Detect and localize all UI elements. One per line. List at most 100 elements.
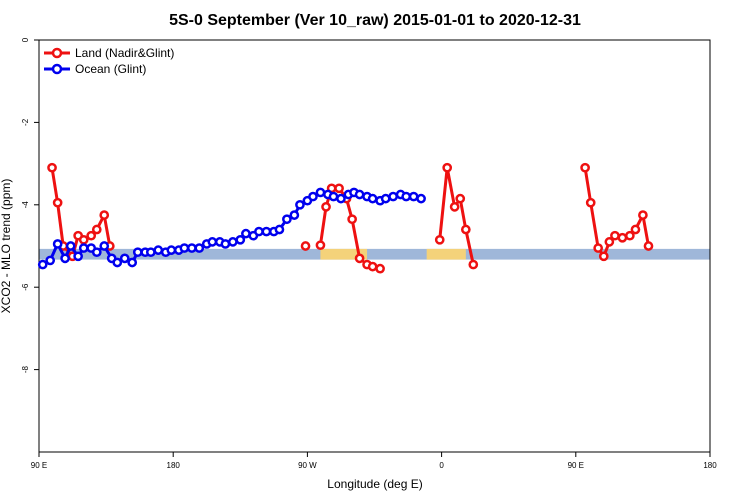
series-ocean-point: [207, 237, 218, 247]
series-ocean-point: [227, 237, 238, 247]
x-tick-label: 0: [439, 461, 444, 470]
series-ocean-point: [91, 247, 102, 258]
series-ocean-point: [153, 245, 164, 255]
series-ocean-point: [45, 255, 56, 266]
series-ocean-point: [367, 193, 378, 204]
series-land-point: [334, 183, 344, 194]
y-tick-label: 0: [21, 37, 30, 42]
legend-land-label: Land (Nadir&Glint): [75, 46, 174, 60]
chart-title: 5S-0 September (Ver 10_raw) 2015-01-01 t…: [169, 12, 581, 29]
y-tick-label: -6: [21, 283, 30, 291]
series-ocean-point: [186, 243, 197, 253]
y-tick-label: -2: [21, 118, 30, 126]
series-land-point: [593, 243, 604, 253]
series-land-point: [468, 259, 479, 270]
series-ocean-point: [289, 210, 300, 220]
series-land-point: [52, 197, 63, 208]
series-ocean-point: [60, 253, 70, 264]
x-axis-label: Longitude (deg E): [327, 477, 422, 491]
series-land-point: [315, 240, 326, 251]
legend-ocean-marker: [51, 63, 63, 75]
series-ocean-point: [401, 191, 412, 202]
series-land-point: [354, 253, 365, 264]
legend-land-marker: [51, 47, 63, 59]
series-layer: [37, 162, 654, 274]
series-land-point: [638, 210, 648, 220]
series-ocean-point: [315, 187, 326, 198]
legend: Land (Nadir&Glint) Ocean (Glint): [44, 46, 174, 76]
series-land-point: [449, 202, 460, 212]
series-land-point: [442, 162, 453, 173]
reference-band: [39, 248, 710, 260]
series-ocean-point: [261, 226, 272, 237]
series-land-point: [321, 202, 331, 212]
reference-band-fill: [39, 248, 710, 260]
series-ocean-point: [220, 239, 231, 249]
series-ocean-point: [99, 241, 110, 251]
reference-band-highlight: [426, 248, 466, 260]
series-ocean-point: [127, 257, 138, 268]
series-ocean-point: [388, 191, 398, 202]
series-land-point: [78, 234, 89, 245]
legend-item-land: Land (Nadir&Glint): [44, 46, 174, 60]
series-land-point: [47, 162, 57, 173]
series-ocean-point: [194, 243, 205, 253]
series-land-point: [585, 197, 596, 208]
series-land-point: [610, 230, 620, 241]
series-ocean-point: [73, 251, 83, 262]
legend-item-ocean: Ocean (Glint): [44, 62, 146, 76]
y-tick-label: -4: [21, 201, 30, 209]
series-ocean-point: [241, 228, 251, 239]
series-ocean-point: [145, 247, 156, 258]
series-land-line: [583, 167, 650, 258]
series-land-point: [643, 241, 654, 251]
series-ocean-point: [380, 193, 391, 204]
series-land-line: [438, 166, 475, 265]
x-tick-label: 90 W: [298, 461, 317, 470]
plot-frame: [38, 39, 711, 453]
x-tick-label: 90 E: [568, 461, 584, 470]
series-ocean-point: [308, 191, 318, 202]
series-ocean-point: [112, 257, 123, 268]
series-ocean-point: [354, 189, 365, 200]
series-ocean-point: [336, 193, 346, 204]
y-axis-label: XCO2 - MLO trend (ppm): [0, 179, 13, 314]
reference-band-highlight: [320, 248, 368, 260]
series-ocean-point: [235, 234, 246, 245]
series-ocean-point: [166, 245, 177, 255]
series-land-point: [630, 224, 641, 235]
series-land-point: [99, 210, 110, 220]
series-ocean-point: [179, 243, 190, 253]
series-ocean-point: [119, 253, 130, 264]
series-ocean-point: [274, 224, 285, 235]
series-ocean-point: [37, 259, 48, 270]
series-land-point: [86, 230, 97, 241]
series-land-point: [367, 261, 378, 272]
series-land-point: [91, 224, 102, 235]
legend-ocean-label: Ocean (Glint): [75, 62, 146, 76]
y-tick-label: -8: [21, 365, 30, 373]
series-land-point: [375, 263, 385, 274]
series-land-point: [617, 232, 628, 243]
series-ocean-point: [416, 193, 426, 204]
series-ocean-point: [328, 191, 339, 202]
series-ocean-point: [132, 247, 143, 258]
series-land-point: [455, 193, 466, 204]
series-land-point: [598, 251, 609, 262]
series-ocean: [37, 187, 426, 270]
series-land-point: [460, 224, 471, 235]
series-land-point: [347, 214, 357, 225]
series-ocean-point: [52, 239, 63, 249]
series-land-point: [625, 230, 635, 241]
x-tick-label: 180: [167, 461, 181, 470]
series-land-point: [300, 241, 311, 251]
axis-ticks: 90 E 180 90 W 0 90 E 180 0 -2 -4 -6 -8: [21, 37, 717, 470]
series-ocean-point: [408, 191, 419, 202]
x-tick-label: 90 E: [31, 461, 47, 470]
series-ocean-point: [282, 214, 292, 225]
x-tick-label: 180: [703, 461, 717, 470]
series-land-point: [604, 237, 615, 247]
series-ocean-point: [78, 243, 89, 253]
series-ocean-point: [65, 241, 76, 251]
series-ocean-point: [254, 226, 264, 237]
